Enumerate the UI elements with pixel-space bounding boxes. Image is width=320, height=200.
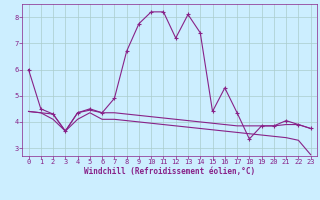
X-axis label: Windchill (Refroidissement éolien,°C): Windchill (Refroidissement éolien,°C) (84, 167, 255, 176)
